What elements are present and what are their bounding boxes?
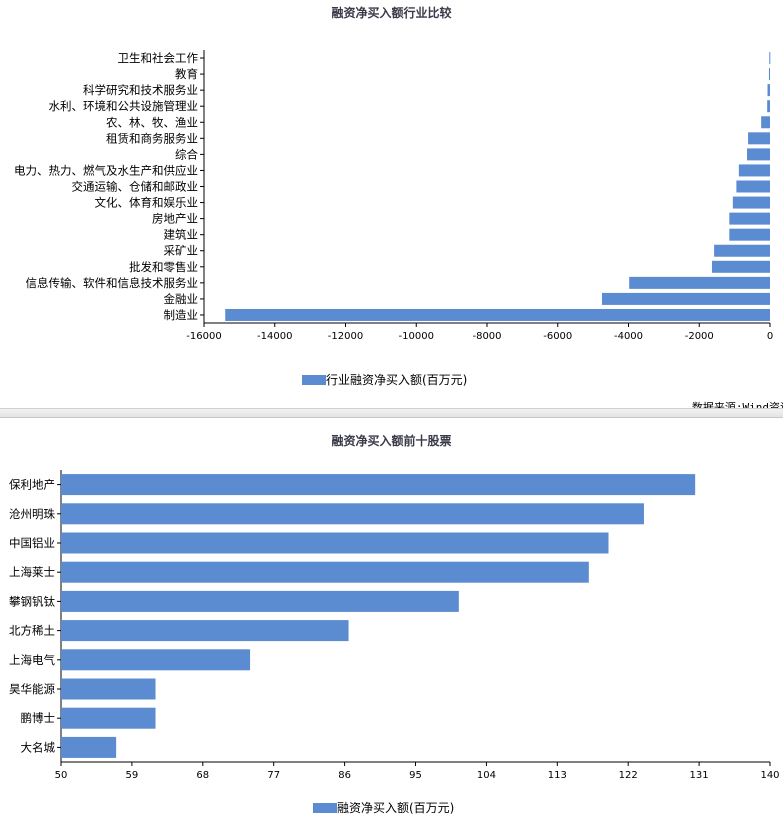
industry-legend[interactable]: 行业融资净买入额(百万元) — [302, 371, 467, 388]
bar-鹏博士 — [61, 707, 156, 729]
stock-chart-panel: 融资净买入额前十股票 保利地产沧州明珠中国铝业上海莱士攀钢钒钛北方稀土上海电气昊… — [0, 418, 783, 819]
x-tick-label: 77 — [267, 770, 280, 781]
bar-上海电气 — [61, 649, 251, 671]
bar-攀钢钒钛 — [61, 590, 459, 612]
x-tick-label: -2000 — [685, 331, 714, 342]
category-label: 中国铝业 — [9, 536, 55, 550]
x-tick-label: -16000 — [186, 331, 221, 342]
category-label: 教育 — [175, 67, 198, 81]
bar-教育 — [768, 68, 770, 81]
industry-chart-title: 融资净买入额行业比较 — [331, 6, 452, 20]
x-tick-label: 122 — [619, 770, 638, 781]
legend-swatch — [313, 802, 337, 813]
x-tick-label: 140 — [760, 770, 779, 781]
bar-采矿业 — [714, 244, 770, 257]
category-label: 大名城 — [21, 740, 56, 754]
legend-swatch — [302, 374, 326, 385]
stock-legend[interactable]: 融资净买入额(百万元) — [313, 799, 454, 816]
x-tick-label: 104 — [477, 770, 496, 781]
bar-信息传输、软件和信息技术服务业 — [629, 276, 770, 289]
category-label: 交通运输、仓储和邮政业 — [72, 180, 199, 194]
category-label: 昊华能源 — [9, 682, 55, 696]
category-label: 攀钢钒钛 — [9, 594, 55, 608]
bar-卫生和社会工作 — [769, 52, 771, 65]
legend-label: 行业融资净买入额(百万元) — [326, 373, 468, 387]
category-label: 批发和零售业 — [129, 260, 198, 274]
category-label: 沧州明珠 — [9, 507, 55, 521]
x-tick-label: -8000 — [472, 331, 501, 342]
x-tick-label: 86 — [338, 770, 351, 781]
category-label: 鹏博士 — [21, 711, 56, 725]
x-tick-label: 68 — [196, 770, 209, 781]
bar-电力、热力、燃气及水生产和供应业 — [738, 164, 770, 177]
bar-金融业 — [601, 292, 770, 305]
x-tick-label: 113 — [548, 770, 567, 781]
category-label: 水利、环境和公共设施管理业 — [49, 99, 199, 113]
category-label: 北方稀土 — [9, 624, 55, 638]
category-label: 电力、热力、燃气及水生产和供应业 — [14, 163, 198, 177]
bar-水利、环境和公共设施管理业 — [767, 100, 770, 113]
x-tick-label: -10000 — [399, 331, 434, 342]
bar-综合 — [747, 148, 770, 161]
bar-农、林、牧、渔业 — [761, 116, 770, 129]
stock-chart-title: 融资净买入额前十股票 — [331, 434, 452, 448]
bar-保利地产 — [61, 474, 696, 496]
category-label: 保利地产 — [9, 478, 55, 492]
x-tick-label: -6000 — [543, 331, 572, 342]
category-label: 综合 — [175, 147, 198, 161]
bar-大名城 — [61, 736, 117, 758]
category-label: 信息传输、软件和信息技术服务业 — [26, 276, 199, 290]
bar-制造业 — [225, 308, 771, 321]
x-tick-label: -12000 — [328, 331, 363, 342]
bar-北方稀土 — [61, 620, 349, 642]
industry-chart-panel: 融资净买入额行业比较 卫生和社会工作教育科学研究和技术服务业水利、环境和公共设施… — [0, 0, 783, 408]
bar-科学研究和技术服务业 — [767, 84, 770, 97]
category-label: 房地产业 — [152, 212, 198, 226]
panel-divider[interactable] — [0, 408, 783, 418]
bar-沧州明珠 — [61, 503, 644, 525]
bar-租赁和商务服务业 — [748, 132, 770, 145]
legend-label: 融资净买入额(百万元) — [337, 801, 455, 815]
category-label: 租赁和商务服务业 — [106, 131, 198, 145]
bar-建筑业 — [729, 228, 770, 241]
bar-中国铝业 — [61, 532, 609, 554]
category-label: 科学研究和技术服务业 — [83, 83, 198, 97]
x-tick-label: 59 — [126, 770, 139, 781]
bar-上海莱士 — [61, 561, 589, 583]
bar-文化、体育和娱乐业 — [732, 196, 770, 209]
category-label: 农、林、牧、渔业 — [106, 115, 198, 129]
category-label: 上海电气 — [9, 653, 55, 667]
category-label: 卫生和社会工作 — [118, 51, 199, 65]
x-tick-label: -4000 — [614, 331, 643, 342]
bar-交通运输、仓储和邮政业 — [736, 180, 770, 193]
x-tick-label: 131 — [690, 770, 709, 781]
bar-批发和零售业 — [711, 260, 770, 273]
category-label: 制造业 — [164, 308, 199, 322]
x-tick-label: -14000 — [257, 331, 292, 342]
x-tick-label: 95 — [409, 770, 422, 781]
category-label: 金融业 — [164, 292, 199, 306]
category-label: 建筑业 — [164, 228, 199, 242]
category-label: 上海莱士 — [9, 565, 55, 579]
bar-昊华能源 — [61, 678, 156, 700]
industry-bar-chart: 卫生和社会工作教育科学研究和技术服务业水利、环境和公共设施管理业农、林、牧、渔业… — [14, 50, 773, 342]
bar-房地产业 — [729, 212, 770, 225]
category-label: 文化、体育和娱乐业 — [95, 196, 199, 210]
x-tick-label: 50 — [55, 770, 68, 781]
category-label: 采矿业 — [164, 244, 199, 258]
x-tick-label: 0 — [767, 331, 773, 342]
